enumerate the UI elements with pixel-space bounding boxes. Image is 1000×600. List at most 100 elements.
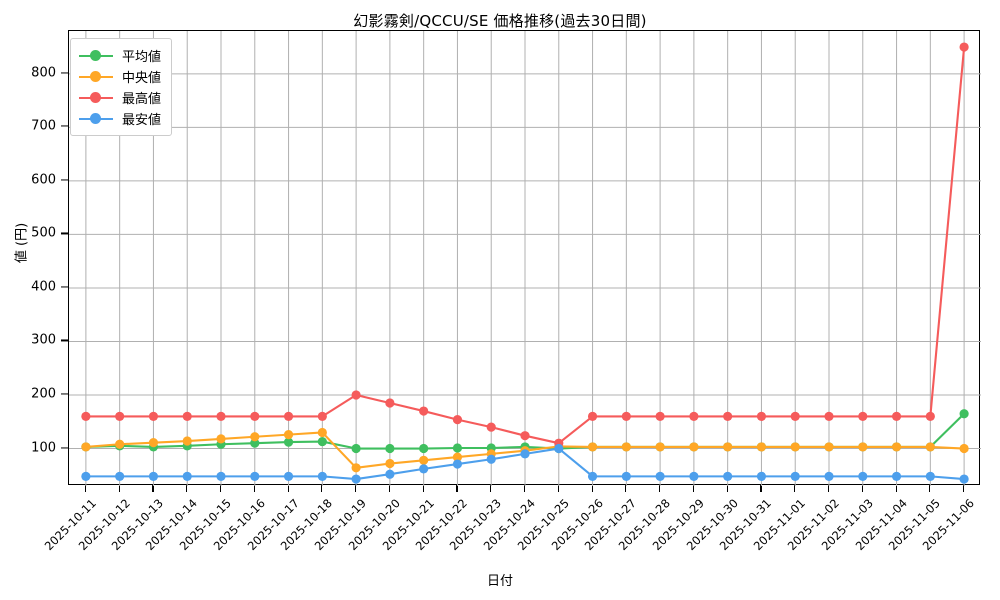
data-point xyxy=(115,411,125,422)
y-tick-label: 800 xyxy=(31,65,56,81)
y-tick-mark xyxy=(61,232,68,234)
data-point xyxy=(250,411,260,422)
x-tick-mark xyxy=(524,485,526,492)
data-point xyxy=(283,437,294,447)
data-point xyxy=(385,469,395,479)
legend-swatch-icon xyxy=(79,49,113,63)
data-point xyxy=(925,471,935,481)
data-point xyxy=(419,455,429,465)
y-tick-mark xyxy=(61,72,68,74)
data-point xyxy=(925,442,935,452)
data-point xyxy=(182,471,192,481)
x-tick-mark xyxy=(287,485,289,492)
y-tick-label: 400 xyxy=(31,279,56,295)
y-tick-label: 300 xyxy=(31,332,56,348)
data-point xyxy=(385,443,395,454)
y-tick-mark xyxy=(61,125,68,127)
grid-lines xyxy=(69,31,981,486)
data-point xyxy=(858,471,868,481)
data-point xyxy=(351,474,361,484)
data-point xyxy=(81,411,91,422)
legend-swatch-icon xyxy=(79,91,113,105)
x-tick-mark xyxy=(794,485,796,492)
x-tick-mark xyxy=(591,485,593,492)
y-tick-label: 100 xyxy=(31,440,56,456)
data-point xyxy=(115,439,125,449)
legend-item-4[interactable]: 最安値 xyxy=(79,108,161,129)
data-point xyxy=(250,438,260,448)
data-point xyxy=(283,471,294,481)
data-point xyxy=(148,438,159,448)
x-tick-mark xyxy=(861,485,863,492)
legend-label: 平均値 xyxy=(122,50,162,65)
y-tick-label: 500 xyxy=(31,225,56,241)
legend-swatch-icon xyxy=(79,70,113,84)
data-point xyxy=(148,411,159,422)
series-line xyxy=(84,46,966,445)
y-tick-mark xyxy=(61,286,68,288)
data-point xyxy=(115,471,125,481)
x-tick-mark xyxy=(186,485,188,492)
data-point xyxy=(419,406,429,416)
y-tick-mark xyxy=(61,179,68,181)
data-point xyxy=(723,442,733,452)
data-point xyxy=(351,390,361,400)
y-axis-title: 値 (円) xyxy=(14,222,30,263)
y-tick-mark xyxy=(61,339,68,342)
data-point xyxy=(216,471,226,481)
data-point xyxy=(959,42,969,52)
data-point xyxy=(520,449,530,459)
x-axis-title: 日付 xyxy=(486,574,513,589)
x-tick-mark xyxy=(929,485,931,492)
x-tick-mark xyxy=(253,485,255,492)
legend-label: 中央値 xyxy=(122,71,162,86)
data-point xyxy=(419,443,429,454)
legend-item-3[interactable]: 最高値 xyxy=(79,87,161,108)
x-tick-mark xyxy=(692,485,694,492)
legend: 平均値中央値最高値最安値 xyxy=(70,38,173,136)
data-point xyxy=(621,442,631,452)
data-point xyxy=(317,471,327,481)
data-point xyxy=(452,459,463,469)
series-lines xyxy=(81,42,969,484)
plot-area xyxy=(68,30,981,486)
x-tick-mark xyxy=(895,485,897,492)
legend-label: 最高値 xyxy=(122,92,162,107)
data-point xyxy=(723,411,733,422)
data-point xyxy=(283,411,294,422)
data-point xyxy=(689,411,699,422)
data-point xyxy=(891,411,902,422)
data-point xyxy=(452,415,463,425)
x-tick-mark xyxy=(321,485,323,492)
data-point xyxy=(891,471,902,481)
x-tick-mark xyxy=(625,485,627,492)
legend-label: 最安値 xyxy=(122,113,162,128)
x-tick-mark xyxy=(118,485,120,492)
y-tick-label: 700 xyxy=(31,118,56,134)
data-point xyxy=(317,436,327,447)
data-point xyxy=(790,411,800,422)
data-point xyxy=(587,442,598,452)
data-point xyxy=(925,411,935,422)
data-point xyxy=(587,471,598,481)
data-point xyxy=(824,471,834,481)
data-point xyxy=(452,443,463,453)
data-point xyxy=(351,463,361,473)
chart-title: 幻影霧剣/QCCU/SE 価格推移(過去30日間) xyxy=(353,12,647,30)
x-tick-mark xyxy=(963,485,965,492)
data-point xyxy=(756,442,767,452)
legend-item-2[interactable]: 中央値 xyxy=(79,66,161,87)
x-tick-mark xyxy=(557,485,559,492)
y-tick-mark xyxy=(61,393,68,395)
data-point xyxy=(655,411,665,422)
legend-item-1[interactable]: 平均値 xyxy=(79,45,161,66)
data-point xyxy=(385,458,395,469)
data-point xyxy=(385,398,395,408)
x-tick-mark xyxy=(220,485,222,492)
data-point xyxy=(486,422,496,432)
data-point xyxy=(790,471,800,481)
data-point xyxy=(452,452,463,462)
data-point xyxy=(81,442,91,452)
x-tick-mark xyxy=(84,485,86,492)
data-point xyxy=(655,442,665,452)
